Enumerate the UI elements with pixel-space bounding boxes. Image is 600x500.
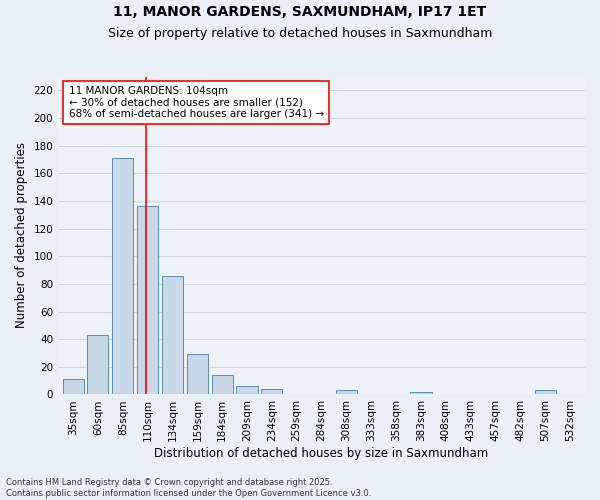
- Bar: [137, 206, 158, 394]
- Bar: [236, 386, 257, 394]
- Bar: [262, 389, 283, 394]
- Bar: [162, 276, 183, 394]
- Bar: [410, 392, 431, 394]
- X-axis label: Distribution of detached houses by size in Saxmundham: Distribution of detached houses by size …: [154, 447, 489, 460]
- Text: 11 MANOR GARDENS: 104sqm
← 30% of detached houses are smaller (152)
68% of semi-: 11 MANOR GARDENS: 104sqm ← 30% of detach…: [69, 86, 324, 119]
- Bar: [535, 390, 556, 394]
- Bar: [212, 375, 233, 394]
- Bar: [187, 354, 208, 395]
- Bar: [336, 390, 357, 394]
- Y-axis label: Number of detached properties: Number of detached properties: [15, 142, 28, 328]
- Bar: [88, 335, 109, 394]
- Text: Size of property relative to detached houses in Saxmundham: Size of property relative to detached ho…: [108, 28, 492, 40]
- Bar: [62, 380, 83, 394]
- Bar: [112, 158, 133, 394]
- Text: 11, MANOR GARDENS, SAXMUNDHAM, IP17 1ET: 11, MANOR GARDENS, SAXMUNDHAM, IP17 1ET: [113, 5, 487, 19]
- Text: Contains HM Land Registry data © Crown copyright and database right 2025.
Contai: Contains HM Land Registry data © Crown c…: [6, 478, 371, 498]
